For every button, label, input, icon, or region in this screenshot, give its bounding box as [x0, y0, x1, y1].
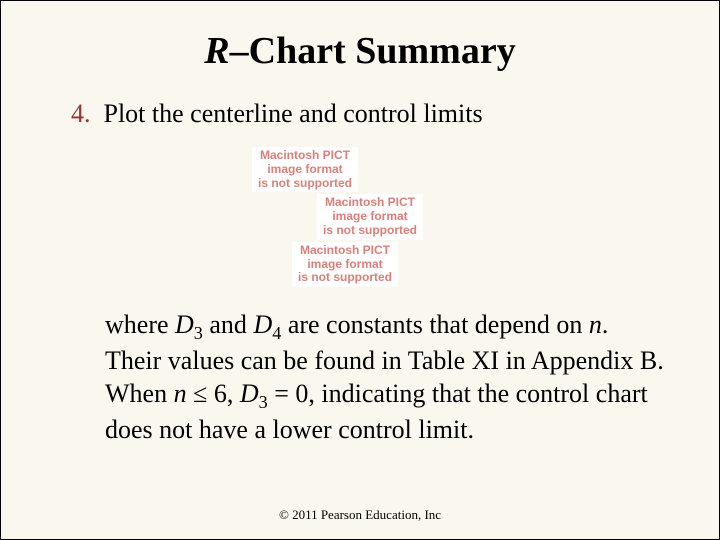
body-t1: where — [105, 310, 175, 339]
ph1-l1: Macintosh PICT — [260, 148, 350, 162]
ph1-l2: image format — [267, 162, 342, 176]
sub-3: 3 — [194, 323, 203, 343]
missing-image-placeholder-3: Macintosh PICT image format is not suppo… — [292, 242, 398, 287]
ph2-l2: image format — [332, 209, 407, 223]
sub-3b: 3 — [259, 392, 268, 412]
body-t3: are constants that depend on — [281, 310, 589, 339]
step-line: 4. Plot the centerline and control limit… — [41, 99, 679, 129]
body-paragraph: where D3 and D4 are constants that depen… — [41, 309, 679, 446]
missing-image-placeholder-1: Macintosh PICT image format is not suppo… — [252, 147, 358, 192]
sub-4: 4 — [272, 323, 281, 343]
var-n1: n — [589, 310, 602, 339]
var-D3b: D — [240, 379, 259, 408]
ph3-l2: image format — [307, 257, 382, 271]
D4-letter: D — [253, 310, 272, 339]
var-n2: n — [174, 379, 187, 408]
title-italic-R: R — [204, 30, 229, 72]
D3-letter: D — [175, 310, 194, 339]
body-t5: ≤ 6, — [187, 379, 240, 408]
title-rest: –Chart Summary — [230, 30, 516, 72]
image-placeholder-stack: Macintosh PICT image format is not suppo… — [41, 147, 679, 287]
slide-title: R–Chart Summary — [41, 29, 679, 73]
var-D3: D — [175, 310, 194, 339]
missing-image-placeholder-2: Macintosh PICT image format is not suppo… — [317, 194, 423, 239]
body-t2: and — [203, 310, 254, 339]
ph3-l3: is not supported — [298, 270, 392, 284]
step-number: 4. — [71, 99, 91, 128]
ph1-l3: is not supported — [258, 176, 352, 190]
step-text: Plot the centerline and control limits — [104, 99, 483, 128]
copyright-footer: © 2011 Pearson Education, Inc — [1, 507, 719, 523]
ph3-l1: Macintosh PICT — [300, 243, 390, 257]
D3b-letter: D — [240, 379, 259, 408]
ph2-l1: Macintosh PICT — [325, 195, 415, 209]
var-D4: D — [253, 310, 272, 339]
ph2-l3: is not supported — [323, 223, 417, 237]
